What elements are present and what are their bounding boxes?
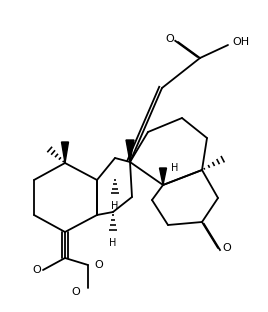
Text: H: H [109,238,117,248]
Polygon shape [126,140,134,162]
Text: O: O [33,265,41,275]
Text: O: O [94,260,103,270]
Text: O: O [166,34,174,44]
Text: OH: OH [232,37,249,47]
Text: O: O [72,287,80,297]
Polygon shape [61,142,69,163]
Text: O: O [222,243,231,253]
Polygon shape [159,168,166,185]
Text: H: H [171,163,178,173]
Text: H: H [111,201,119,211]
